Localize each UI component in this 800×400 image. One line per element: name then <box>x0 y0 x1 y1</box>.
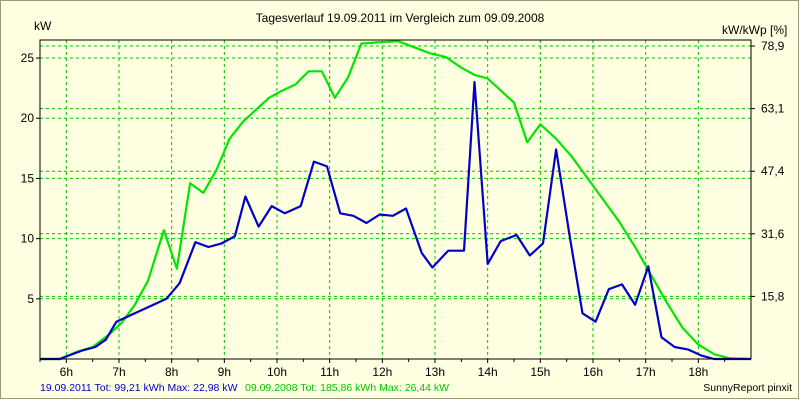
x-tick-label: 18h <box>688 365 708 379</box>
y-tick-label-right: 47,4 <box>761 164 785 178</box>
plot-area <box>40 40 751 359</box>
axis-ticks: 6h 7h 8h 9h 10h 11h 12h 13h 14h 15h 16h 17h 18h 5 10 15… <box>21 39 785 379</box>
plot-border <box>39 39 752 360</box>
series-group <box>40 40 752 361</box>
y-axis-label-left: kW <box>34 19 52 33</box>
series-line-09.09.2008 <box>40 40 752 361</box>
y-tick-label-left: 20 <box>21 111 35 125</box>
y-tick-label-left: 15 <box>21 171 35 185</box>
x-tick-label: 16h <box>583 365 603 379</box>
footer-series-2011: 19.09.2011 Tot: 99,21 kWh Max: 22,98 kW <box>40 382 238 394</box>
chart-title: Tagesverlauf 19.09.2011 im Vergleich zum… <box>256 11 545 25</box>
footer-credit: SunnyReport pinxit <box>703 382 792 394</box>
x-tick-label: 17h <box>636 365 656 379</box>
y-tick-label-right: 15,8 <box>761 289 785 303</box>
x-tick-label: 10h <box>267 365 287 379</box>
series-line-19.09.2011 <box>40 81 751 361</box>
x-tick-label: 7h <box>112 365 125 379</box>
y-axis-label-right: kW/kWp [%] <box>722 23 787 37</box>
x-tick-label: 15h <box>530 365 550 379</box>
x-tick-label: 12h <box>372 365 392 379</box>
y-tick-label-left: 5 <box>27 292 34 306</box>
y-tick-label-right: 31,6 <box>761 227 785 241</box>
footer-series-2008: 09.09.2008 Tot: 185,86 kWh Max: 26,44 kW <box>245 382 450 394</box>
y-tick-label-right: 78,9 <box>761 39 785 53</box>
y-tick-label-right: 63,1 <box>761 102 785 116</box>
y-tick-label-left: 10 <box>21 232 35 246</box>
x-tick-label: 6h <box>60 365 73 379</box>
y-tick-label-left: 25 <box>21 51 35 65</box>
x-tick-label: 14h <box>478 365 498 379</box>
x-tick-label: 11h <box>320 365 339 379</box>
x-tick-label: 9h <box>218 365 231 379</box>
grid <box>40 40 751 359</box>
x-tick-label: 13h <box>425 365 445 379</box>
x-tick-label: 8h <box>165 365 178 379</box>
